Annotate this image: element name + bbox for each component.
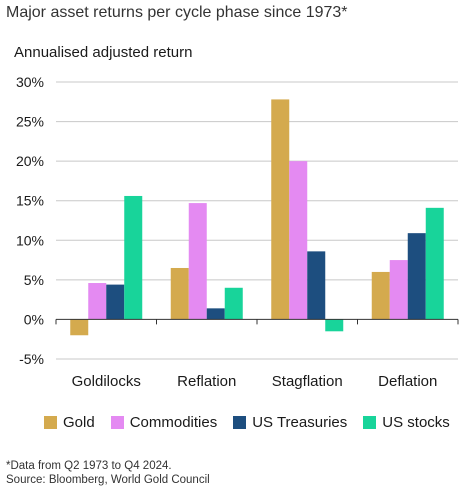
y-tick-label: 20% (16, 153, 44, 169)
bar-chart: -5% 0% 5% 10% 15% 20% 25% 30% Goldilocks Reflatio… (16, 74, 459, 390)
legend-item-us-stocks: US stocks (363, 414, 450, 431)
legend-label-gold: Gold (63, 414, 95, 431)
bar (425, 207, 444, 320)
y-tick-label: 0% (24, 311, 44, 327)
legend-item-gold: Gold (44, 414, 95, 431)
bar (88, 283, 107, 320)
bar (106, 284, 125, 320)
x-tick-label: Stagflation (272, 373, 343, 390)
legend-swatch-commodities (110, 416, 124, 429)
bar (170, 267, 189, 320)
legend-swatch-us-stocks (363, 416, 377, 429)
y-axis-label: Annualised adjusted return (14, 44, 193, 61)
bar (224, 287, 243, 320)
y-tick-label: 10% (16, 232, 44, 248)
legend-swatch-us-treasuries (233, 416, 247, 429)
x-tick-label: Goldilocks (72, 373, 141, 390)
legend-label-us-treasuries: US Treasuries (252, 414, 348, 431)
bar (124, 195, 143, 320)
footnote-block: *Data from Q2 1973 to Q4 2024. Source: B… (6, 459, 210, 487)
legend-label-us-stocks: US stocks (382, 414, 450, 431)
bar (325, 319, 344, 332)
x-tick-label: Deflation (378, 373, 437, 390)
legend-label-commodities: Commodities (129, 414, 218, 431)
y-tick-label: 5% (24, 272, 44, 288)
legend-item-commodities: Commodities (110, 414, 218, 431)
legend: Gold Commodities US Treasuries US stocks (44, 414, 450, 431)
footnote-data-range: *Data from Q2 1973 to Q4 2024. (6, 460, 172, 472)
y-tick-label: -5% (19, 351, 44, 367)
bar (289, 161, 308, 320)
x-tick-label: Reflation (177, 373, 236, 390)
legend-swatch-gold (44, 416, 57, 429)
footnote-source: Source: Bloomberg, World Gold Council (6, 474, 210, 486)
y-tick-label: 15% (16, 193, 44, 209)
y-tick-label: 30% (16, 74, 44, 90)
chart-title: Major asset returns per cycle phase sinc… (6, 4, 348, 21)
bar (407, 233, 426, 320)
legend-item-us-treasuries: US Treasuries (233, 414, 347, 431)
bar (371, 271, 390, 320)
bar (307, 251, 326, 320)
bar (206, 308, 225, 320)
bar (271, 99, 290, 320)
bar (389, 260, 408, 320)
bar (70, 319, 89, 336)
bar (188, 203, 207, 320)
y-tick-label: 25% (16, 114, 44, 130)
